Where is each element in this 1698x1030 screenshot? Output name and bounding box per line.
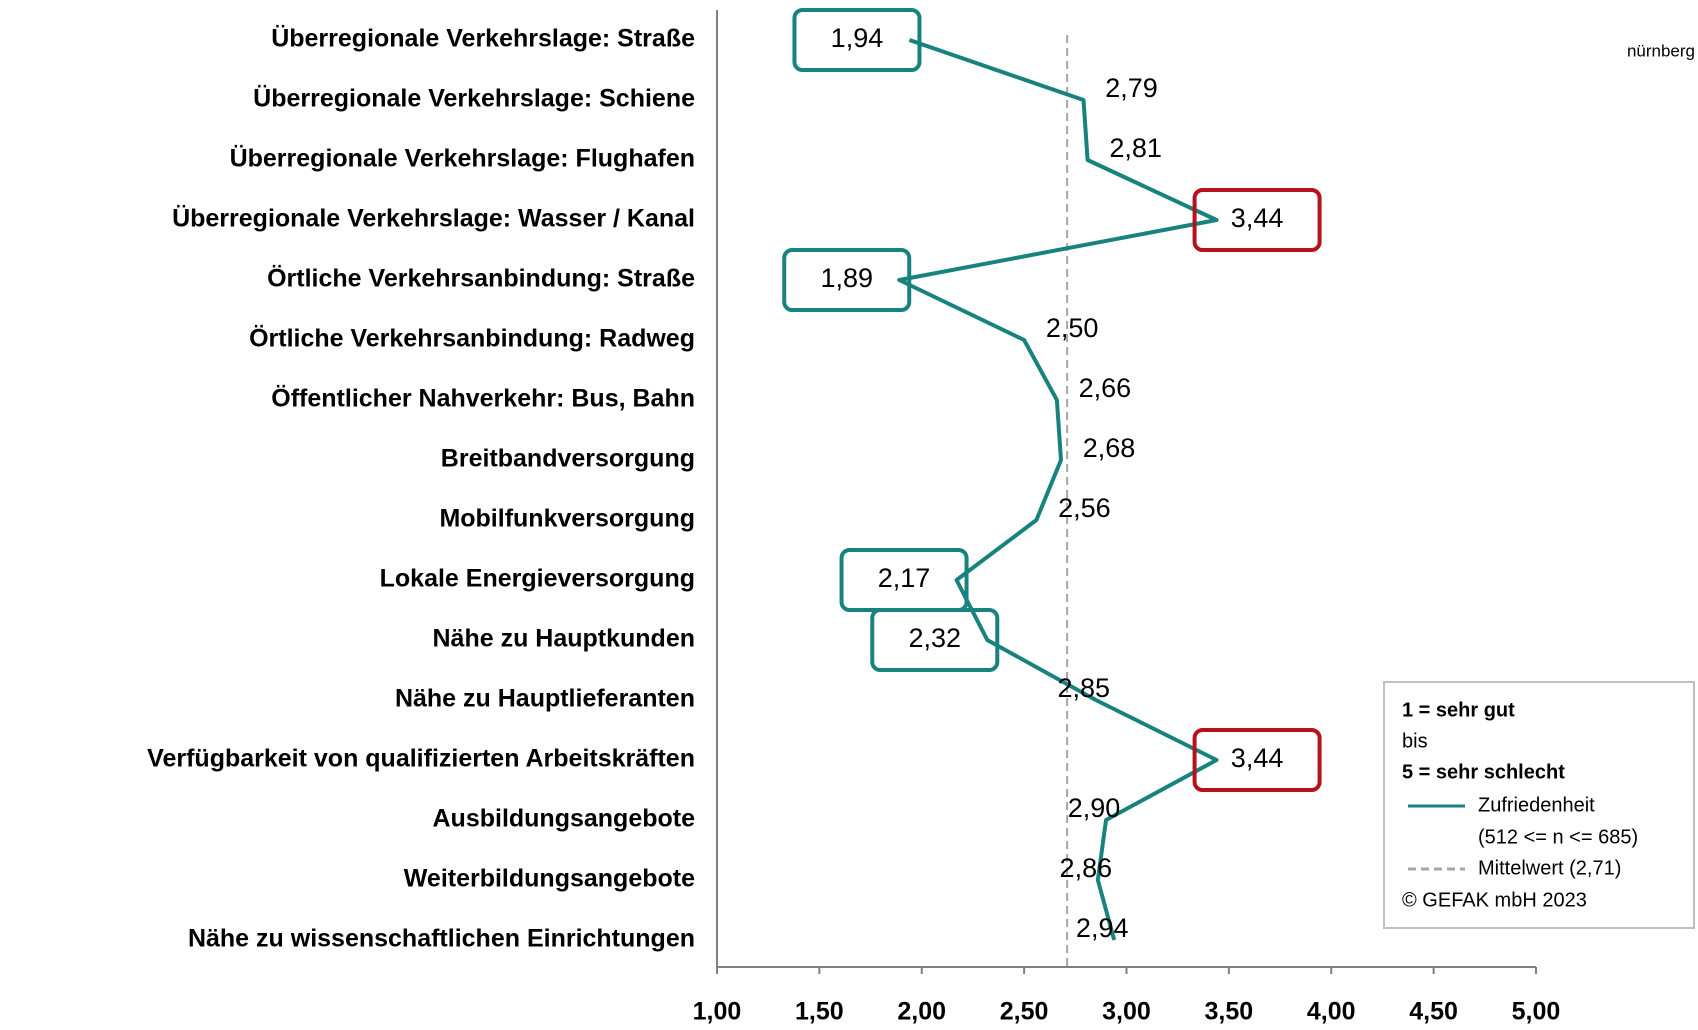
x-tick-label: 2,50: [1000, 998, 1049, 1026]
value-label: 2,90: [1068, 793, 1121, 823]
value-label: 1,89: [820, 263, 873, 293]
highlight-box: [870, 608, 1000, 672]
category-label: Überregionale Verkehrslage: Flughafen: [230, 144, 695, 173]
category-label: Überregionale Verkehrslage: Straße: [271, 24, 695, 53]
x-tick-label: 1,00: [693, 998, 742, 1026]
category-label: Mobilfunkversorgung: [439, 505, 695, 533]
legend-text: 5 = sehr schlecht: [1402, 761, 1565, 783]
corner-text: nürnberg: [1627, 41, 1695, 60]
x-tick-label: 2,00: [897, 998, 946, 1026]
category-label: Nähe zu Hauptlieferanten: [395, 685, 695, 713]
highlight-box: [1192, 188, 1322, 252]
value-label: 1,94: [831, 23, 884, 53]
value-label: 2,68: [1083, 433, 1136, 463]
value-label: 2,79: [1105, 73, 1158, 103]
data-line: [897, 38, 1219, 941]
legend-text: Zufriedenheit: [1478, 794, 1595, 816]
value-label: 2,86: [1060, 853, 1113, 883]
x-tick-label: 4,50: [1409, 998, 1458, 1026]
x-tick-label: 3,50: [1205, 998, 1254, 1026]
legend-text: 1 = sehr gut: [1402, 699, 1515, 721]
category-label: Ausbildungsangebote: [433, 805, 696, 833]
x-tick-label: 1,50: [795, 998, 844, 1026]
legend-text: (512 <= n <= 685): [1478, 826, 1638, 848]
category-label: Breitbandversorgung: [441, 445, 695, 473]
value-label: 2,66: [1079, 373, 1132, 403]
value-label: 3,44: [1231, 743, 1284, 773]
highlight-box: [1192, 728, 1322, 792]
value-label: 2,17: [878, 563, 931, 593]
category-label: Weiterbildungsangebote: [404, 865, 695, 893]
category-label: Örtliche Verkehrsanbindung: Radweg: [249, 324, 695, 353]
category-label: Lokale Energieversorgung: [380, 565, 695, 593]
value-label: 2,50: [1046, 313, 1099, 343]
legend-text: bis: [1402, 730, 1428, 752]
category-label: Nähe zu Hauptkunden: [432, 625, 695, 653]
category-label: Überregionale Verkehrslage: Schiene: [253, 84, 695, 113]
value-label: 2,32: [908, 623, 961, 653]
value-label: 2,56: [1058, 493, 1111, 523]
value-label: 2,81: [1109, 133, 1162, 163]
category-label: Örtliche Verkehrsanbindung: Straße: [267, 264, 695, 293]
value-label: 2,94: [1076, 913, 1129, 943]
category-label: Nähe zu wissenschaftlichen Einrichtungen: [188, 925, 695, 953]
x-tick-label: 4,00: [1307, 998, 1356, 1026]
legend-text: Mittelwert (2,71): [1478, 857, 1621, 879]
highlight-box: [782, 248, 912, 312]
value-label: 2,85: [1058, 673, 1111, 703]
highlight-box: [792, 8, 922, 72]
category-label: Verfügbarkeit von qualifizierten Arbeits…: [147, 745, 695, 773]
legend-text: © GEFAK mbH 2023: [1402, 889, 1587, 911]
x-tick-label: 5,00: [1512, 998, 1561, 1026]
value-label: 3,44: [1231, 203, 1284, 233]
category-label: Überregionale Verkehrslage: Wasser / Kan…: [172, 204, 695, 233]
category-label: Öffentlicher Nahverkehr: Bus, Bahn: [271, 384, 695, 413]
x-tick-label: 3,00: [1102, 998, 1151, 1026]
